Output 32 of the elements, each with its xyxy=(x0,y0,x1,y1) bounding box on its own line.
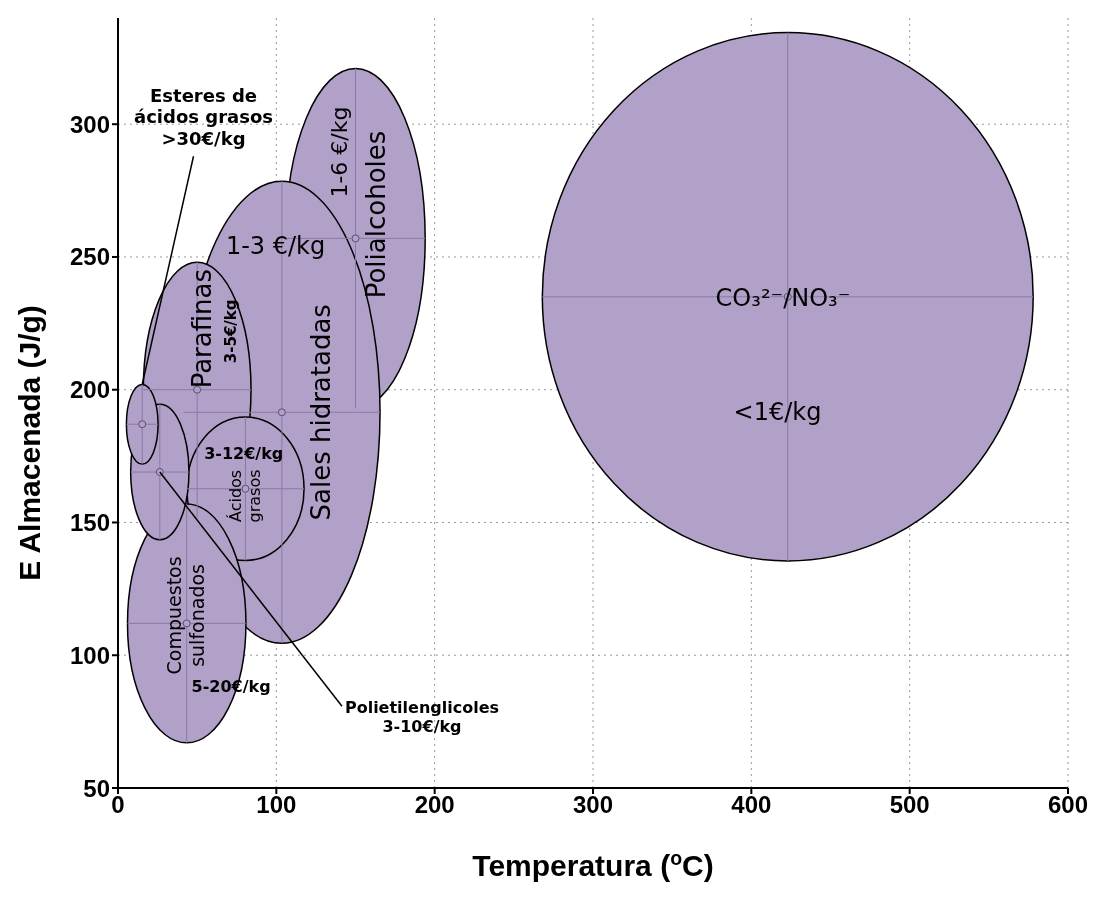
point xyxy=(277,408,286,417)
y-tick-label: 250 xyxy=(69,243,110,271)
annotation: Sales hidratadas xyxy=(305,304,336,521)
x-tick-label: 300 xyxy=(572,791,614,819)
y-tick-label: 100 xyxy=(69,641,110,669)
x-tick-label: 100 xyxy=(256,791,297,819)
annotation: Polietilenglicoles 3-10€/kg xyxy=(344,697,500,736)
point xyxy=(241,484,250,493)
x-tick-label: 600 xyxy=(1047,791,1089,819)
x-axis-title: Temperatura ($^{o}$C) xyxy=(472,847,714,882)
annotation: Esteres de ácidos grasos >30€/kg xyxy=(134,84,273,149)
y-axis-title: E Almacenada (J/g) xyxy=(13,305,46,581)
annotation: Compuestos sulfonados xyxy=(163,556,209,675)
y-tick-label: 150 xyxy=(69,509,110,536)
x-tick-label: 200 xyxy=(414,791,455,819)
annotation: 1-6 €/kg xyxy=(326,106,352,198)
annotation: CO₃²⁻/NO₃⁻ xyxy=(715,284,851,313)
annotation: Parafinas xyxy=(186,268,217,389)
annotation: 3-12€/kg xyxy=(204,443,284,463)
point xyxy=(351,234,360,243)
y-tick-label: 300 xyxy=(69,110,110,138)
x-tick-label: 500 xyxy=(889,791,930,819)
annotation: 1-3 €/kg xyxy=(225,232,326,261)
x-tick-label: 0 xyxy=(111,791,125,819)
y-tick-label: 50 xyxy=(83,774,110,802)
annotation: Ácidos grasos xyxy=(225,469,264,523)
annotation: 3-5€/kg xyxy=(222,299,241,364)
x-tick-label: 400 xyxy=(731,791,772,819)
annotation: <1€/kg xyxy=(733,398,822,427)
point xyxy=(138,420,147,429)
annotation: Polialcoholes xyxy=(361,130,392,299)
y-tick-label: 200 xyxy=(69,376,110,404)
